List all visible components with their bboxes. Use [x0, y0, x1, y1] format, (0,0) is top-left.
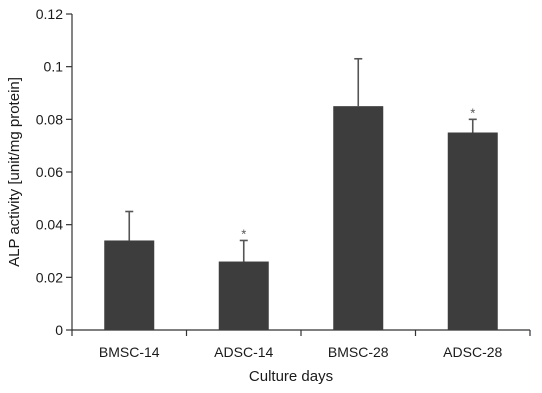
x-tick-label: BMSC-28	[328, 344, 389, 360]
x-tick-label: BMSC-14	[99, 344, 160, 360]
y-axis-title: ALP activity [unit/mg protein]	[6, 77, 23, 267]
y-tick-label: 0.04	[36, 217, 63, 233]
bar-bmsc-28	[333, 106, 384, 331]
y-tick-label: 0.12	[36, 6, 63, 22]
y-tick-label: 0.08	[36, 111, 63, 127]
x-tick-label: ADSC-14	[214, 344, 273, 360]
y-tick-label: 0.1	[44, 59, 64, 75]
y-tick-label: 0.06	[36, 164, 63, 180]
significance-marker: *	[470, 105, 475, 120]
y-tick-label: 0	[55, 322, 63, 338]
bar-bmsc-14	[104, 240, 155, 330]
bar-adsc-14	[218, 261, 269, 330]
significance-marker: *	[241, 226, 246, 241]
bar-adsc-28	[447, 132, 498, 330]
x-tick-label: ADSC-28	[443, 344, 502, 360]
x-axis-title: Culture days	[249, 368, 333, 385]
y-tick-label: 0.02	[36, 269, 63, 285]
